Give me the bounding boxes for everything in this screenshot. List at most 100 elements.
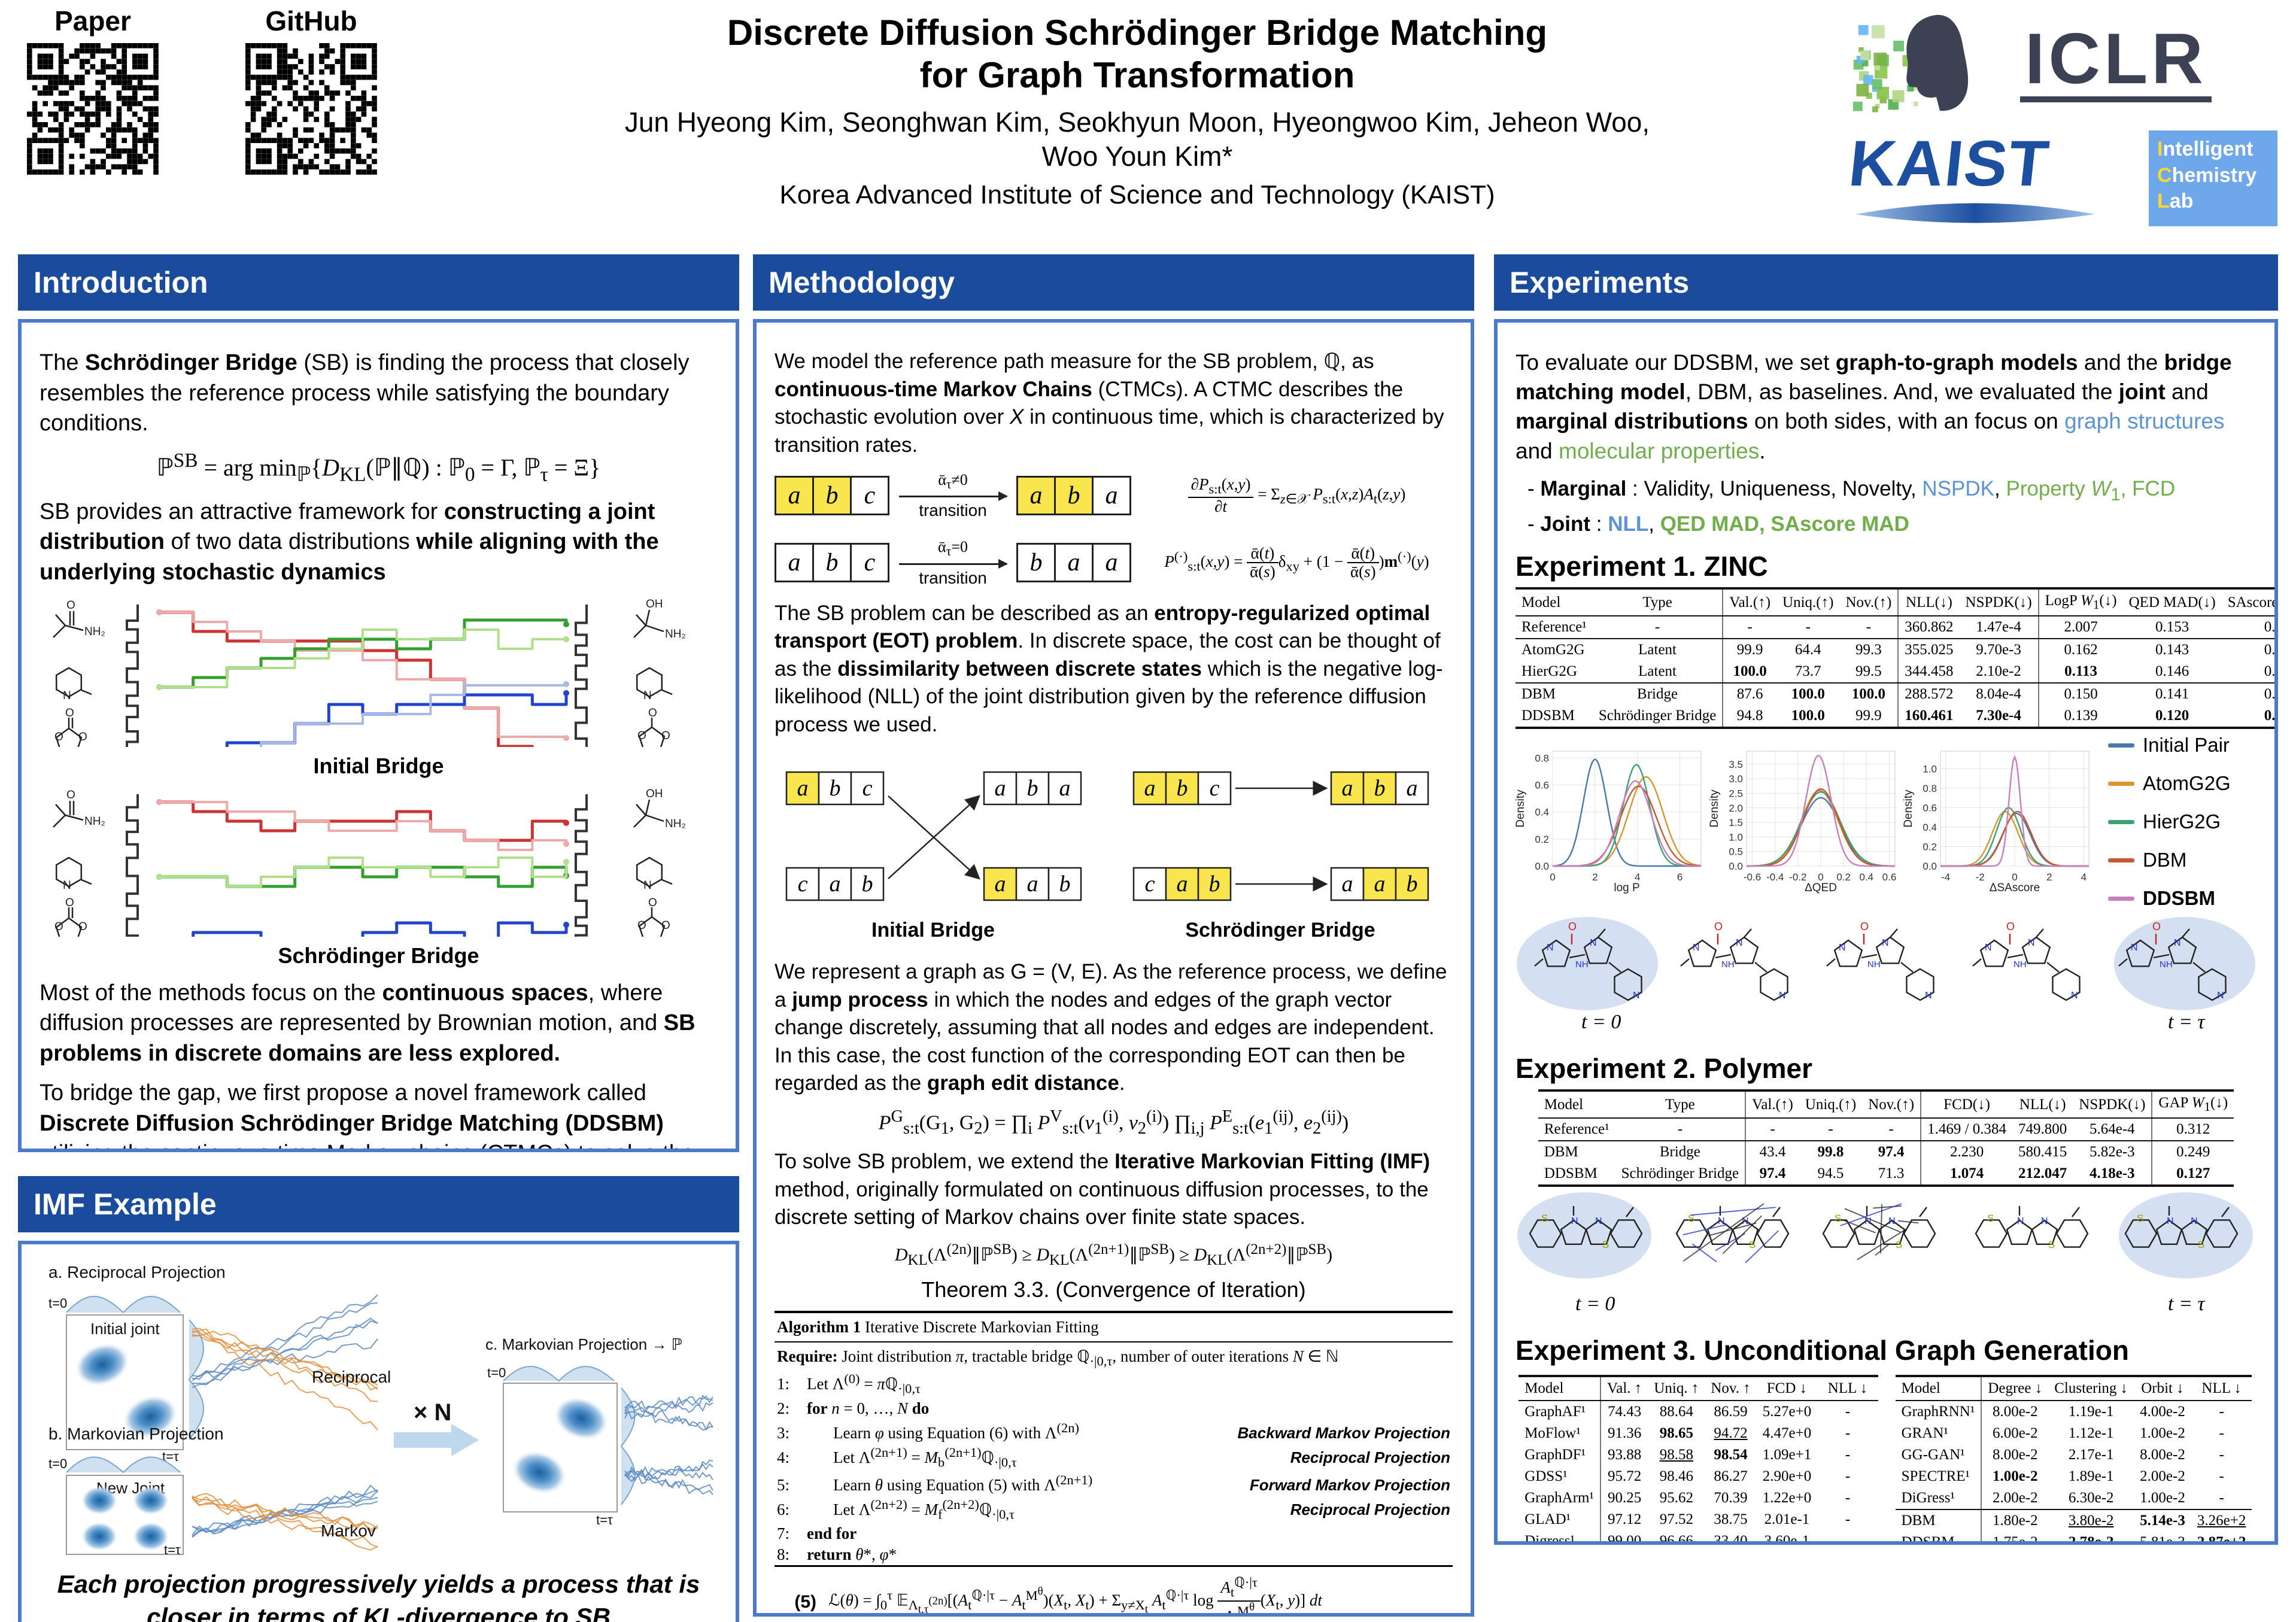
rate-label: ᾱτ=0	[938, 538, 968, 559]
poster-title-line2: for Graph Transformation	[919, 54, 1355, 95]
table-cell: 73.7	[1776, 661, 1840, 684]
table-row: DBM Bridge 43.4 99.8 97.4 2.230 580.415 5.82e-3…	[1538, 1141, 2234, 1164]
svg-text:2: 2	[1592, 871, 1598, 883]
svg-text:2.5: 2.5	[1729, 788, 1743, 799]
table-row: GDSS¹ 95.72 98.46 86.27 2.90e+0 -	[1518, 1466, 1878, 1488]
table-cell: GraphAF¹	[1524, 1404, 1586, 1420]
svg-text:Initial Bridge: Initial Bridge	[871, 919, 995, 941]
table-cell: 2.00e-2	[1981, 1487, 2049, 1511]
svg-text:0.5: 0.5	[1729, 846, 1743, 857]
table-cell: 71.3	[1862, 1163, 1921, 1187]
table-cell: -	[2219, 1447, 2224, 1463]
table-cell: 96.66	[1648, 1530, 1705, 1541]
table-header-cell: QED MAD(↓)	[2122, 587, 2222, 617]
table-cell: Bridge	[1659, 1144, 1700, 1161]
table-cell: 94.72	[1714, 1425, 1748, 1442]
table-cell: 1.00e-2	[2134, 1487, 2191, 1511]
svg-text:O: O	[65, 897, 74, 909]
svg-text:0.8: 0.8	[1535, 752, 1549, 764]
svg-text:N: N	[1882, 938, 1889, 948]
svg-text:t = 0: t = 0	[1575, 1293, 1615, 1315]
rate-label: ᾱτ≠0	[938, 471, 968, 492]
svg-text:S: S	[1987, 1213, 1994, 1224]
svg-text:N: N	[1736, 938, 1743, 948]
table-header-cell: NSPDK(↓)	[1959, 587, 2039, 617]
svg-text:NH₂: NH₂	[84, 625, 105, 638]
svg-text:t=0: t=0	[48, 1296, 67, 1311]
table-cell: 0.139	[2037, 705, 2123, 730]
table-cell: 9.70e-3	[1976, 642, 2021, 658]
table-cell: 99.3	[1855, 642, 1882, 658]
table-cell: 38.75	[1714, 1511, 1748, 1528]
table-cell: 97.4	[1878, 1144, 1905, 1161]
table-cell: -	[1839, 616, 1899, 640]
ctmc-formula: ∂Ps:t(x,y) ∂t = Σz∈𝒳 Ps:t(x,z)At(z,y)	[1141, 475, 1453, 516]
table-cell: 99.00	[1599, 1530, 1648, 1541]
table-cell: Reference¹	[1516, 616, 1593, 640]
legend-item: HierG2G	[2108, 810, 2231, 833]
table-header-cell: Nov.(↑)	[1839, 587, 1899, 617]
table-cell: Digress¹	[1518, 1530, 1600, 1541]
svg-text:N: N	[1888, 1216, 1896, 1226]
equation-5-label: (5)	[794, 1591, 816, 1612]
algorithm-line: 1: Let Λ(0) = πℚ·|0,τ	[777, 1371, 921, 1396]
svg-text:N: N	[1547, 943, 1554, 953]
table-cell: 8.00e-2	[2140, 1447, 2185, 1463]
title-block: Discrete Diffusion Schrödinger Bridge Ma…	[587, 12, 1688, 210]
table-cell: 87.6	[1722, 683, 1777, 706]
table-cell: -	[1845, 1404, 1851, 1420]
table-header-cell: NLL(↓)	[1897, 587, 1960, 617]
table-header-cell: Clustering ↓	[2048, 1375, 2134, 1402]
joint-metrics-line: - Joint : NLL, QED MAD, SAscore MAD	[1527, 512, 1909, 536]
table-cell: 1.469 / 0.384	[1920, 1118, 2013, 1142]
svg-text:2: 2	[2046, 871, 2052, 883]
svg-text:log P: log P	[1614, 882, 1639, 894]
table-cell: 355.025	[1897, 639, 1960, 661]
svg-text:N: N	[2191, 1216, 2198, 1226]
authors: Jun Hyeong Kim, Seonghwan Kim, Seokhyun …	[587, 105, 1688, 174]
ctmc-formula: P(·)s:t(x,y) = ᾱ(t) ᾱ(s) δxy + (1 − ᾱ(t) ᾱ(…	[1164, 543, 1429, 581]
table-cell: 93.88	[1599, 1444, 1648, 1466]
table-cell: -	[1722, 616, 1777, 640]
svg-text:× N: × N	[414, 1399, 451, 1426]
svg-text:N: N	[1590, 938, 1597, 948]
methodology-header: Methodology	[753, 254, 1474, 311]
experiments-header: Experiments	[1494, 254, 2278, 311]
svg-text:Schrödinger Bridge: Schrödinger Bridge	[1185, 919, 1375, 941]
experiments-body: To evaluate our DDSBM, we set graph-to-g…	[1494, 319, 2278, 1545]
table-cell: 8.00e-2	[1981, 1444, 2049, 1466]
svg-text:N: N	[1925, 991, 1932, 1001]
svg-text:N: N	[2028, 938, 2035, 948]
transition-label: transition	[919, 568, 987, 587]
table-cell: Schrödinger Bridge	[1592, 705, 1723, 730]
table-cell: 0.162	[2037, 639, 2123, 661]
molecule-icon: O OO	[54, 897, 87, 943]
svg-text:1.5: 1.5	[1729, 817, 1743, 828]
svg-text:N: N	[1693, 943, 1700, 953]
svg-text:Initial joint: Initial joint	[90, 1320, 160, 1338]
table-header-cell: Model	[1516, 587, 1593, 617]
table-header-cell: Model	[1538, 1089, 1615, 1119]
authors-line2: Woo Youn Kim*	[1041, 141, 1233, 172]
github-qr-block: GitHub	[242, 5, 380, 178]
table-cell: DiGress¹	[1895, 1487, 1982, 1511]
table-cell: DDSBM	[1516, 705, 1593, 730]
algorithm-line: 5: Learn θ using Equation (5) with Λ(2n+1…	[777, 1472, 1450, 1494]
paper-qr-block: Paper	[24, 5, 162, 178]
polymer-table: Model Type Val.(↑) Uniq.(↑) Nov.(↑) FCD(↓) NLL…	[1516, 1089, 2256, 1187]
svg-text:-0.6: -0.6	[1744, 871, 1761, 883]
table-row: GG-GAN¹ 8.00e-2 2.17e-1 8.00e-2 -	[1896, 1444, 2252, 1466]
table-cell: 1.75e-2	[1981, 1532, 2049, 1541]
table-header-cell: LogP W1(↓)	[2037, 587, 2123, 617]
svg-text:0.0: 0.0	[1535, 861, 1549, 872]
svg-text:S: S	[1688, 1213, 1694, 1224]
table-cell: 2.87e+2	[2191, 1532, 2252, 1541]
table-cell: -	[1845, 1511, 1851, 1528]
svg-text:a: a	[1027, 871, 1038, 897]
svg-text:Reciprocal: Reciprocal	[312, 1368, 391, 1386]
table-cell: 0.127	[2151, 1163, 2234, 1187]
table-cell: 0.697	[2264, 642, 2276, 658]
state-cell: b	[1054, 476, 1094, 516]
